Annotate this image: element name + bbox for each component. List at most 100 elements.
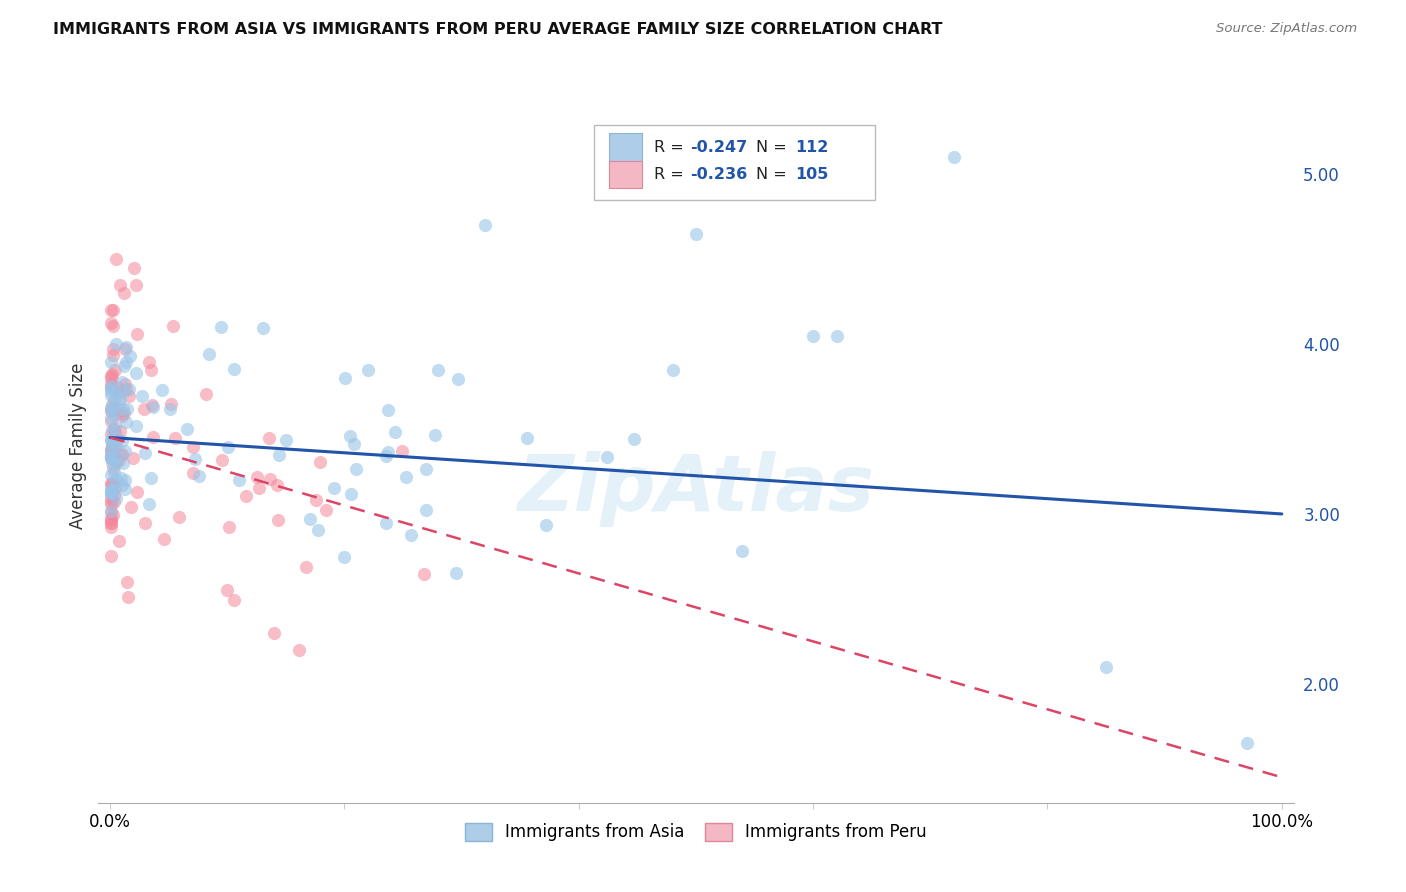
- Point: [269, 449, 291, 463]
- Point: [108, 534, 131, 549]
- Point: [108, 277, 131, 292]
- Point: [1095, 660, 1118, 674]
- Point: [101, 401, 124, 415]
- Point: [100, 401, 122, 416]
- Point: [217, 440, 239, 454]
- Point: [114, 482, 136, 496]
- Point: [110, 448, 132, 462]
- Point: [298, 512, 321, 526]
- Point: [111, 409, 134, 424]
- Point: [134, 445, 156, 459]
- Point: [101, 367, 124, 381]
- Legend: Immigrants from Asia, Immigrants from Peru: Immigrants from Asia, Immigrants from Pe…: [458, 816, 934, 848]
- FancyBboxPatch shape: [609, 161, 643, 187]
- FancyBboxPatch shape: [595, 125, 875, 200]
- Point: [112, 406, 135, 420]
- Point: [384, 425, 406, 440]
- Point: [100, 493, 122, 508]
- Point: [101, 397, 124, 411]
- Point: [100, 520, 122, 534]
- Point: [105, 337, 128, 351]
- Point: [105, 380, 128, 394]
- Point: [101, 343, 124, 357]
- Point: [122, 260, 145, 275]
- Point: [112, 456, 135, 470]
- Point: [103, 465, 125, 479]
- Point: [125, 485, 148, 500]
- Point: [114, 343, 136, 357]
- Point: [100, 369, 122, 384]
- Point: [103, 425, 125, 440]
- Point: [323, 481, 346, 495]
- Point: [100, 483, 122, 498]
- Point: [209, 320, 232, 334]
- Point: [263, 626, 285, 640]
- Text: Source: ZipAtlas.com: Source: ZipAtlas.com: [1216, 22, 1357, 36]
- Point: [415, 462, 437, 476]
- Point: [100, 456, 122, 470]
- Point: [112, 286, 135, 301]
- Point: [412, 566, 434, 581]
- Point: [104, 386, 127, 401]
- Point: [100, 433, 122, 447]
- Point: [100, 549, 122, 563]
- Point: [247, 481, 270, 495]
- Point: [198, 347, 221, 361]
- Point: [117, 382, 139, 396]
- Point: [252, 321, 274, 335]
- Point: [118, 349, 141, 363]
- Text: R =: R =: [654, 139, 689, 154]
- Point: [377, 444, 399, 458]
- Text: -0.247: -0.247: [690, 139, 747, 154]
- Point: [100, 504, 122, 518]
- Point: [111, 434, 134, 448]
- Point: [114, 444, 136, 458]
- Point: [111, 447, 134, 461]
- Point: [101, 431, 124, 445]
- Point: [176, 422, 198, 436]
- Point: [399, 527, 422, 541]
- FancyBboxPatch shape: [609, 134, 643, 161]
- Point: [159, 401, 181, 416]
- Point: [395, 470, 418, 484]
- Point: [103, 422, 125, 436]
- Point: [114, 340, 136, 354]
- Point: [344, 462, 367, 476]
- Point: [100, 478, 122, 492]
- Point: [100, 403, 122, 417]
- Text: ZipAtlas: ZipAtlas: [517, 450, 875, 527]
- Point: [162, 318, 184, 333]
- Point: [305, 493, 328, 508]
- Point: [100, 468, 122, 483]
- Point: [391, 444, 413, 458]
- Point: [444, 566, 467, 581]
- Point: [267, 513, 290, 527]
- Point: [375, 449, 398, 463]
- Point: [246, 470, 269, 484]
- Point: [103, 408, 125, 422]
- Point: [117, 590, 139, 604]
- Point: [101, 460, 124, 475]
- Point: [100, 414, 122, 428]
- Point: [110, 392, 132, 406]
- Point: [105, 456, 128, 470]
- Point: [266, 477, 288, 491]
- Point: [474, 218, 496, 232]
- Point: [167, 509, 190, 524]
- Point: [187, 469, 209, 483]
- Point: [801, 328, 824, 343]
- Point: [308, 455, 330, 469]
- Point: [100, 371, 122, 385]
- Point: [103, 494, 125, 508]
- Point: [111, 385, 134, 400]
- Point: [415, 503, 437, 517]
- Point: [661, 362, 683, 376]
- Point: [105, 430, 128, 444]
- Point: [108, 424, 131, 438]
- Point: [100, 354, 122, 368]
- Point: [100, 303, 122, 318]
- Point: [101, 508, 124, 522]
- Point: [257, 431, 280, 445]
- Point: [194, 387, 217, 401]
- Point: [127, 327, 149, 342]
